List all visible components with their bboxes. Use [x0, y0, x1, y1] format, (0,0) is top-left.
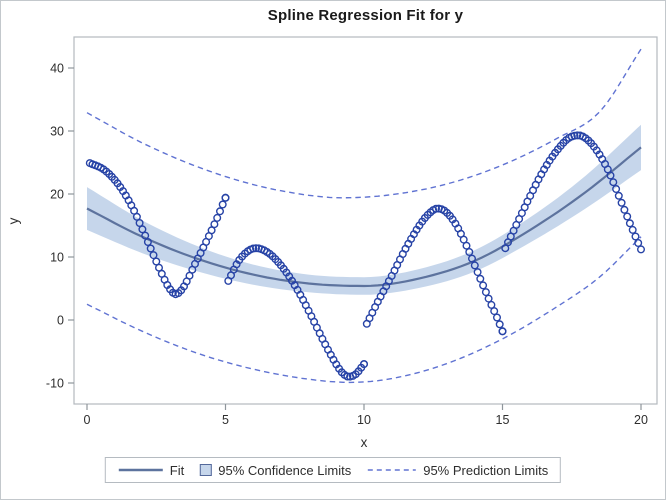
data-point — [634, 238, 643, 247]
y-tick-label: 10 — [50, 251, 64, 265]
legend: Fit 95% Confidence Limits 95% Prediction… — [104, 457, 562, 483]
data-point — [573, 131, 582, 140]
data-point — [612, 184, 621, 193]
data-point — [141, 231, 150, 240]
y-axis: -10 0 10 20 30 40 — [46, 62, 74, 391]
chart-title: Spline Regression Fit for y — [267, 7, 464, 24]
fit-line — [86, 146, 642, 288]
x-tick-label: 20 — [634, 413, 648, 427]
legend-item-fit: Fit — [118, 463, 184, 478]
data-point — [146, 244, 155, 253]
legend-label-prediction: 95% Prediction Limits — [423, 462, 549, 478]
data-point — [143, 237, 152, 246]
y-axis-label: y — [6, 217, 21, 224]
data-point — [360, 360, 369, 369]
y-tick-label: 30 — [50, 125, 64, 139]
data-point — [609, 178, 618, 187]
prediction-line-swatch — [368, 469, 417, 471]
x-axis-label: x — [361, 435, 368, 450]
legend-label-confidence: 95% Confidence Limits — [218, 462, 352, 478]
data-point — [620, 205, 629, 214]
data-point — [215, 207, 224, 216]
plot-frame — [73, 36, 658, 405]
data-point — [462, 241, 471, 250]
data-point — [487, 300, 496, 309]
data-point — [465, 247, 474, 256]
data-point — [473, 268, 482, 277]
data-point — [617, 198, 626, 207]
data-point — [468, 254, 477, 263]
prediction-upper-line — [86, 48, 642, 199]
fit-line-swatch — [118, 468, 163, 472]
x-tick-label: 10 — [357, 413, 371, 427]
data-point — [623, 212, 632, 221]
data-point — [476, 274, 485, 283]
data-point — [249, 244, 258, 253]
data-point — [481, 288, 490, 297]
data-point — [631, 232, 640, 241]
legend-item-confidence: 95% Confidence Limits — [200, 463, 351, 478]
data-point — [218, 200, 227, 209]
data-point — [138, 225, 147, 234]
data-point — [570, 131, 579, 140]
data-point — [135, 218, 144, 227]
scatter-points — [85, 131, 646, 381]
y-tick-label: -10 — [46, 377, 64, 391]
x-axis: 0 5 10 15 20 — [84, 404, 648, 427]
data-point — [498, 327, 507, 336]
data-point — [213, 213, 222, 222]
y-tick-label: 20 — [50, 188, 64, 202]
y-tick-label: 40 — [50, 62, 64, 76]
data-point — [343, 372, 352, 381]
data-point — [628, 225, 637, 234]
data-point — [490, 307, 499, 316]
plot-area: 0 5 10 15 20 -10 0 10 20 30 40 x y — [6, 36, 658, 450]
data-point — [479, 281, 488, 290]
data-point — [470, 261, 479, 270]
data-point — [251, 244, 260, 253]
data-point — [637, 245, 646, 254]
data-point — [625, 219, 634, 228]
data-point — [606, 171, 615, 180]
confidence-band — [87, 124, 641, 295]
x-tick-label: 0 — [84, 413, 91, 427]
data-point — [149, 251, 158, 260]
data-point — [614, 191, 623, 200]
data-point — [221, 193, 230, 202]
data-point — [493, 313, 502, 322]
data-point — [484, 294, 493, 303]
x-tick-label: 5 — [222, 413, 229, 427]
data-point — [210, 220, 219, 229]
legend-label-fit: Fit — [169, 462, 185, 478]
legend-item-prediction: 95% Prediction Limits — [367, 463, 548, 478]
y-tick-label: 0 — [57, 314, 64, 328]
confidence-band-swatch — [200, 464, 213, 476]
data-point — [432, 204, 441, 213]
data-point — [495, 320, 504, 329]
x-tick-label: 15 — [496, 413, 510, 427]
